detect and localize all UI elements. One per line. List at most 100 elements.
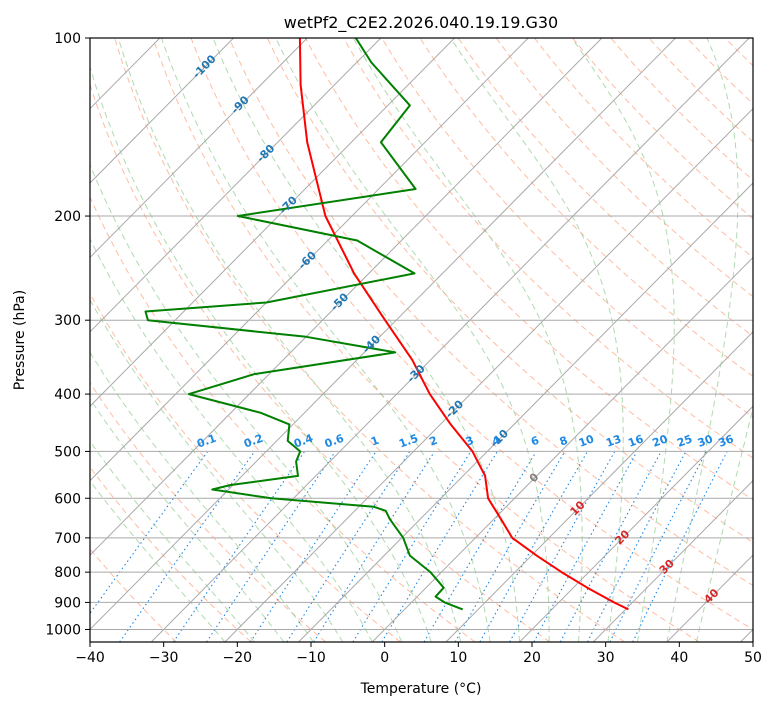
moist-adiabat [90, 237, 373, 642]
y-tick-label: 900 [54, 595, 81, 611]
mixing-ratio-label: 30 [696, 432, 715, 450]
dry-adiabat [610, 38, 753, 181]
dry-adiabat [571, 38, 753, 220]
x-tick-label: −40 [75, 650, 105, 666]
isotherm-line [666, 554, 753, 642]
dry-adiabat [90, 83, 551, 642]
moist-adiabat [571, 38, 675, 642]
moist-adiabat [90, 351, 314, 642]
mixing-ratio-labels: 0.1 0.2 0.4 0.6 1 1.5 2 3 4 6 8 10 13 16 20 25 30 36 [195, 432, 735, 451]
mixing-ratio-line [609, 451, 707, 642]
moist-adiabat [117, 38, 462, 642]
dry-adiabat [457, 38, 753, 337]
dry-adiabat [266, 38, 753, 543]
x-tick-label: 0 [380, 650, 389, 666]
moist-adiabat [90, 163, 403, 642]
dry-adiabat [381, 38, 753, 418]
mixing-ratio-line [381, 451, 498, 642]
mixing-ratio-label: 0.2 [242, 432, 265, 451]
mixing-ratio-line [119, 451, 255, 642]
mixing-ratio-label: 3 [464, 434, 476, 449]
isotherm-line [150, 38, 750, 642]
x-tick-label: 40 [670, 650, 688, 666]
y-tick-label: 800 [54, 565, 81, 581]
moist-adiabat [160, 38, 491, 642]
moist-adiabat [90, 398, 285, 642]
y-tick-label: 100 [54, 31, 81, 47]
x-tick-label: −30 [149, 650, 179, 666]
x-tick-label: −10 [296, 650, 326, 666]
mixing-ratio-label: 13 [604, 432, 623, 449]
dewpoint-profile-line [144, 38, 464, 611]
mixing-ratio-label: 0.4 [292, 432, 315, 451]
moist-adiabat [352, 38, 583, 642]
isotherm-line [740, 628, 753, 642]
isotherm-line [90, 38, 308, 259]
dry-adiabat [419, 38, 753, 377]
mixing-ratio-line [559, 451, 662, 642]
mixing-ratio-line [454, 451, 565, 642]
moist-adiabat [695, 406, 753, 642]
x-tick-label: 30 [597, 650, 615, 666]
mixing-ratio-line [352, 451, 471, 642]
x-axis-ticks: −40 −30 −20 −10 0 10 20 30 40 50 [75, 642, 762, 666]
isotherm-line [90, 38, 677, 631]
dry-adiabat [751, 26, 775, 643]
dry-adiabat [304, 38, 753, 501]
moist-adiabat [90, 480, 226, 642]
x-tick-label: 50 [744, 650, 762, 666]
isotherm-line [90, 38, 529, 482]
dry-adiabat [686, 38, 753, 105]
y-tick-label: 200 [54, 209, 81, 225]
y-tick-label: 700 [54, 531, 81, 547]
mixing-ratio-line [509, 451, 616, 642]
mixing-ratio-line [286, 451, 410, 642]
background-lines [90, 26, 775, 643]
mixing-ratio-label: 10 [577, 432, 596, 450]
y-tick-label: 600 [54, 491, 81, 507]
moist-adiabat [275, 38, 550, 642]
grid-lines [90, 38, 753, 642]
dry-adiabat [90, 381, 327, 642]
isotherm-line [298, 182, 753, 642]
mixing-ratio-label: 4 [490, 434, 502, 449]
dry-adiabat [90, 195, 476, 642]
mixing-ratio-label: 20 [651, 432, 670, 450]
dry-adiabat [90, 292, 401, 642]
isotherm-line [90, 38, 235, 184]
x-tick-label: 20 [523, 650, 541, 666]
mixing-ratio-label: 6 [529, 434, 541, 449]
mixing-ratio-label: 16 [626, 432, 645, 450]
temperature-profile-line [298, 38, 629, 611]
x-tick-label: −20 [223, 650, 253, 666]
dry-adiabat [190, 38, 753, 631]
moist-adiabat [449, 38, 624, 642]
isotherm-line [90, 38, 382, 333]
y-axis-ticks: 100 200 300 400 500 600 700 800 900 1000 [45, 31, 90, 638]
y-tick-label: 300 [54, 313, 81, 329]
plot-frame [89, 37, 754, 643]
isotherm-line [371, 256, 753, 642]
y-tick-label: 1000 [45, 622, 81, 638]
mixing-ratio-label: 1 [369, 434, 381, 449]
moist-adiabat [666, 38, 739, 642]
isotherm-line [445, 331, 753, 642]
mixing-ratio-line [249, 451, 377, 642]
mixing-ratio-label: 0.6 [323, 432, 346, 451]
dry-adiabat [152, 38, 700, 642]
y-tick-label: 500 [54, 444, 81, 460]
mixing-ratio-line [479, 451, 588, 642]
mixing-ratio-label: 0.1 [195, 432, 218, 451]
moist-adiabat [90, 440, 255, 642]
isotherm-line [592, 479, 753, 642]
dry-adiabat [228, 38, 753, 587]
isotherm-line [519, 405, 753, 642]
x-tick-label: 10 [449, 650, 467, 666]
chart-title: wetPf2_C2E2.2026.040.19.19.G30 [284, 13, 558, 33]
dry-adiabat [343, 38, 753, 459]
isotherm-line [224, 107, 753, 642]
dry-adiabat [648, 38, 753, 143]
mixing-ratio-label: 25 [675, 432, 694, 449]
